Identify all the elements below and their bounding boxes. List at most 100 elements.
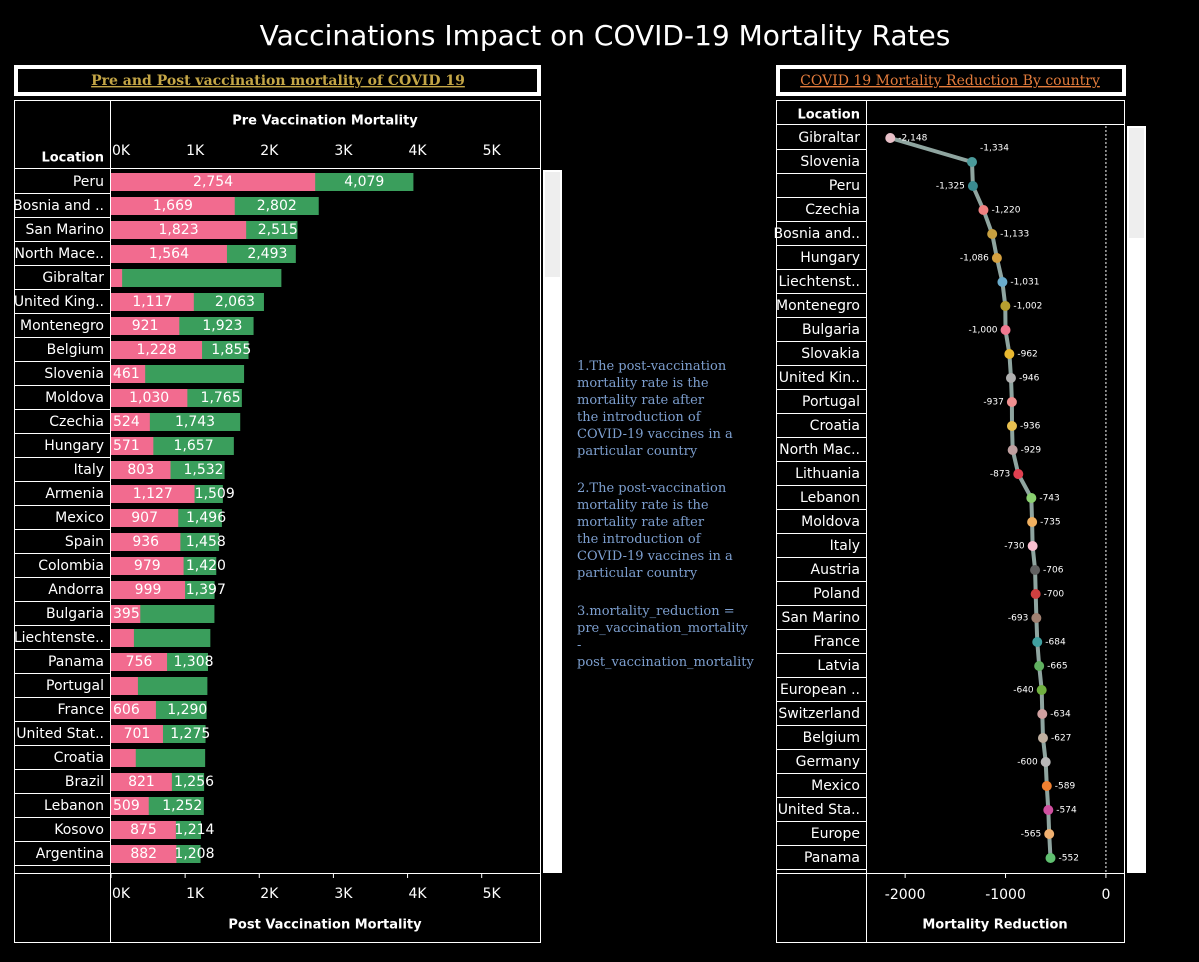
bar-post [111,461,171,479]
point-label: -1,000 [969,326,998,336]
bar-label: 4,079 [344,174,384,190]
y-tick-label: Moldova [45,390,104,406]
bar-post [111,317,180,335]
bar-label: 1,496 [186,510,226,526]
y-tick-label: Portugal [802,394,860,410]
y-tick-label: Moldova [801,514,860,530]
y-tick-label: Lithuania [795,466,860,482]
bar-post [111,845,177,863]
x-tick-label: 3K [334,143,353,159]
point [1032,637,1043,647]
point [1027,541,1038,551]
bar-post [111,293,194,311]
bar-post [111,221,247,239]
point-label: -627 [1051,734,1071,744]
bar-label: 509 [113,798,140,814]
bar-label: 1,923 [202,318,242,334]
bar-label: 395 [113,606,140,622]
bar-label: 803 [127,462,154,478]
point-label: -929 [1021,446,1042,456]
point-label: -2,148 [898,134,927,144]
note: 1.The post-vaccination mortality rate is … [577,359,733,459]
y-tick-label: Argentina [36,846,104,862]
bar-post [111,533,181,551]
bar-label: 1,127 [133,486,173,502]
point [991,253,1002,263]
point-label: -1,086 [960,254,989,264]
bar-label: 1,420 [186,558,226,574]
point [1045,853,1056,863]
x-tick-label: 2K [260,886,279,902]
y-tick-label: Brazil [65,774,104,790]
bar-label: 2,063 [215,294,255,310]
bar-label: 999 [135,582,162,598]
point [1030,565,1041,575]
y-tick-label: North Mac.. [779,442,860,458]
x-tick-label: 0K [112,886,131,902]
y-tick-label: Colombia [38,558,104,574]
bar-label: 1,117 [132,294,172,310]
bar-label: 1,458 [186,534,226,550]
bar-label: 1,214 [174,822,214,838]
bar-post [111,677,138,695]
y-tick-label: Spain [65,534,104,550]
point [1005,373,1016,383]
y-tick-label: Hungary [800,250,860,266]
y-tick-label: Montenegro [20,318,104,334]
y-tick-label: Portugal [46,678,104,694]
point [967,157,978,167]
y-tick-label: Liechtenst.. [778,274,860,290]
scrollbar[interactable] [1127,126,1146,873]
point-label: -1,334 [980,144,1009,154]
y-tick-label: United Stat.. [16,726,104,742]
point [1034,661,1045,671]
y-tick-label: Italy [830,538,860,554]
panel-title-box [14,65,541,96]
bar-label: 2,515 [258,222,298,238]
bar-label: 1,657 [174,438,214,454]
point [1006,421,1017,431]
y-tick-label: United Sta.. [778,802,860,818]
bar-label: 821 [128,774,155,790]
point-label: -693 [1008,614,1028,624]
point-label: -1,031 [1010,278,1039,288]
point-label: -936 [1020,422,1041,432]
x-tick-label: 5K [483,886,502,902]
y-tick-label: Liechtenste.. [14,630,104,646]
y-tick-label: North Mace.. [15,246,104,262]
scrollbar[interactable] [543,170,562,873]
y-tick-label: Latvia [817,658,860,674]
point [1000,325,1011,335]
x-tick-label: 0K [112,143,131,159]
point-label: -565 [1021,830,1041,840]
y-tick-label: Mexico [811,778,860,794]
bar-label: 1,823 [159,222,199,238]
y-tick-label: European .. [780,682,860,698]
point-label: -574 [1056,806,1077,816]
x-tick-label: 0 [1101,887,1110,903]
scroll-thumb[interactable] [545,172,560,277]
bar-label: 571 [113,438,140,454]
bar-post [111,557,184,575]
y-tick-label: Andorra [48,582,104,598]
dashboard-title: Vaccinations Impact on COVID-19 Mortalit… [260,19,951,52]
bar-post [111,269,123,287]
x-tick-label: 3K [334,886,353,902]
axis-title: Post Vaccination Mortality [228,918,422,933]
panel-title-box [776,65,1126,96]
y-tick-label: Montenegro [776,298,860,314]
bar-label: 1,308 [173,654,213,670]
bar-post [111,821,176,839]
y-tick-label: Germany [796,754,860,770]
bar-label: 1,509 [195,486,235,502]
bar-post [111,653,168,671]
bar-pre [111,629,211,647]
axis-title: Mortality Reduction [922,918,1067,933]
y-tick-label: Europe [811,826,860,842]
bar-label: 1,765 [201,390,241,406]
point [1040,757,1051,767]
y-tick-label: Peru [829,178,860,194]
scroll-thumb[interactable] [1129,128,1144,238]
bar-label: 936 [132,534,159,550]
